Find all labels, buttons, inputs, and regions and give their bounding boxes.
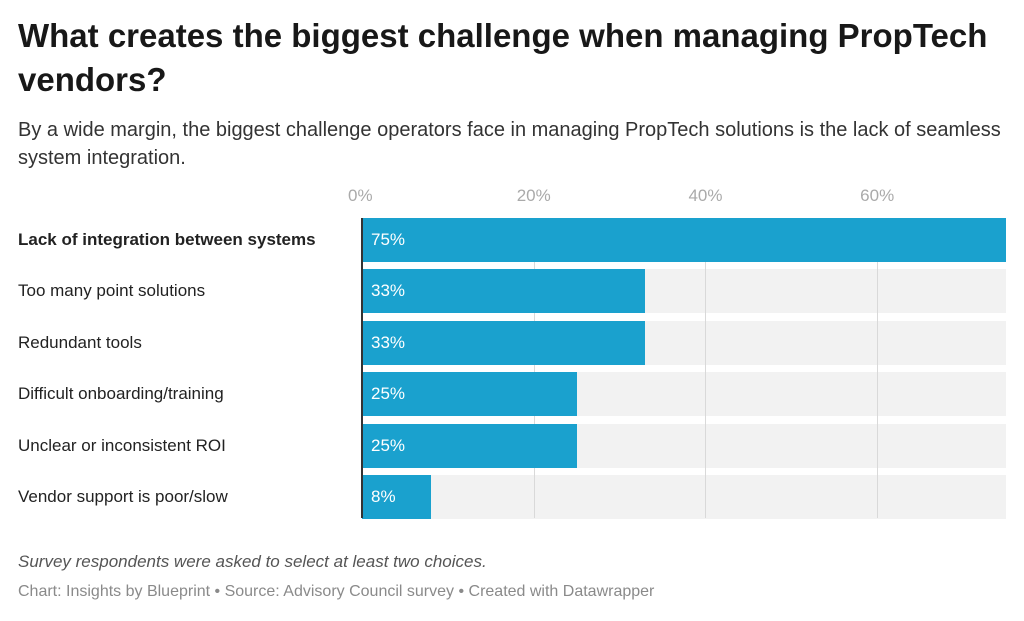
gridline xyxy=(533,218,535,518)
bar xyxy=(362,475,431,519)
x-tick-label: 20% xyxy=(516,186,551,205)
bar-value-label: 33% xyxy=(371,281,406,301)
chart-title: What creates the biggest challenge when … xyxy=(18,17,988,98)
category-label: Unclear or inconsistent ROI xyxy=(18,435,226,455)
bar xyxy=(362,320,646,365)
bar-value-label: 8% xyxy=(371,487,396,506)
chart-credit: Chart: Insights by Blueprint • Source: A… xyxy=(18,583,655,600)
gridline xyxy=(877,218,879,518)
bar xyxy=(362,423,577,468)
category-label: Too many point solutions xyxy=(18,281,206,301)
bar-track xyxy=(362,475,1006,519)
bar xyxy=(362,218,1006,262)
bar xyxy=(362,269,646,314)
category-label: Lack of integration between systems xyxy=(18,230,316,249)
chart-note: Survey respondents were asked to select … xyxy=(18,552,487,571)
bar-value-label: 25% xyxy=(371,384,406,404)
x-tick-label: 60% xyxy=(860,186,895,205)
x-tick-label: 40% xyxy=(688,186,723,205)
bar-value-label: 75% xyxy=(371,230,406,249)
y-axis-line xyxy=(361,218,363,518)
bar xyxy=(362,372,577,417)
gridline xyxy=(705,218,707,518)
bar-value-label: 33% xyxy=(371,332,406,352)
category-label: Vendor support is poor/slow xyxy=(18,487,228,506)
category-label: Redundant tools xyxy=(18,332,142,352)
x-tick-label: 0% xyxy=(348,186,373,205)
chart-subtitle: By a wide margin, the biggest challenge … xyxy=(18,119,1001,169)
bar-value-label: 25% xyxy=(371,435,406,455)
category-label: Difficult onboarding/training xyxy=(18,384,224,404)
